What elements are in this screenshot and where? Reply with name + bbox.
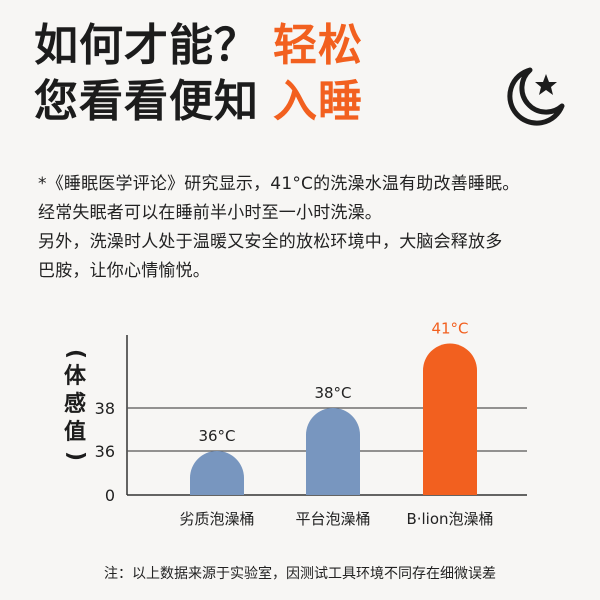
y-axis-label-char: 感: [63, 392, 86, 417]
y-axis-label-char: 值: [63, 420, 86, 445]
paragraph-line: 巴胺，让你心情愉悦。: [38, 261, 210, 281]
headline-line-2: 您看看便知 入睡: [34, 74, 363, 130]
headline-accent-1: 轻松: [273, 20, 363, 71]
moon-star-icon: [507, 67, 565, 126]
footnote: 注：以上数据来源于实验室，因测试工具环境不同存在细微误差: [104, 566, 496, 582]
paragraph-line: 经常失眠者可以在睡前半小时至一小时洗澡。: [38, 203, 382, 223]
bar: [190, 451, 244, 495]
headline-text-1: 如何才能？: [34, 20, 259, 71]
headline-text-2: 您看看便知: [34, 76, 259, 127]
y-axis-label-char: 体: [63, 364, 86, 389]
x-category-label: 平台泡澡桶: [295, 510, 370, 528]
bar-value-label: 38°C: [314, 384, 351, 402]
bar-value-label: 41°C: [431, 320, 468, 338]
y-tick-label: 38: [95, 399, 115, 418]
x-category-label: 劣质泡澡桶: [179, 510, 254, 528]
y-axis-label: ( 体 感 值 ): [60, 345, 90, 465]
paragraph-line: *《睡眠医学评论》研究显示，41°C的洗澡水温有助改善睡眠。: [38, 174, 520, 194]
headline: 如何才能？ 轻松 您看看便知 入睡: [34, 18, 363, 130]
x-category-label: B·lion泡澡桶: [406, 510, 493, 528]
paragraph-line: 另外，洗澡时人处于温暖又安全的放松环境中，大脑会释放多: [38, 232, 503, 252]
bar: [306, 408, 360, 495]
bar-value-label: 36°C: [198, 427, 235, 445]
description-paragraph: *《睡眠医学评论》研究显示，41°C的洗澡水温有助改善睡眠。 经常失眠者可以在睡…: [38, 170, 578, 286]
y-tick-label: 0: [105, 486, 115, 505]
bar: [423, 343, 477, 495]
headline-accent-2: 入睡: [273, 76, 363, 127]
headline-line-1: 如何才能？ 轻松: [34, 18, 363, 74]
y-tick-label: 36: [95, 442, 115, 461]
